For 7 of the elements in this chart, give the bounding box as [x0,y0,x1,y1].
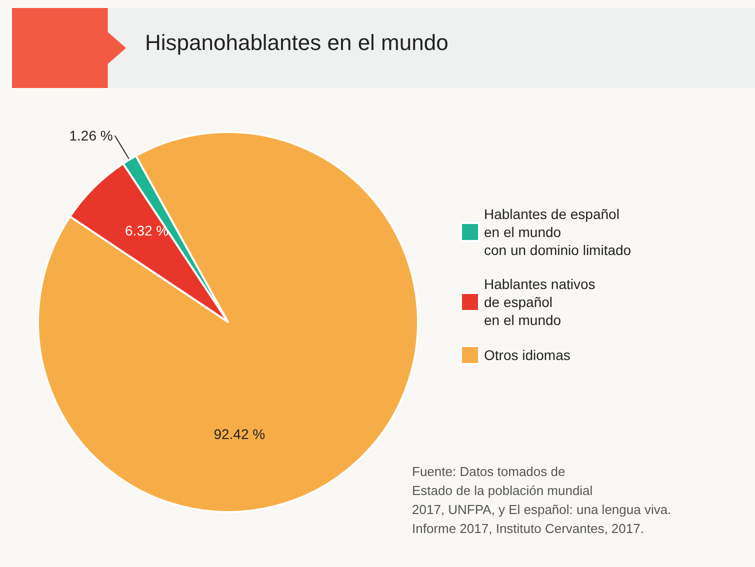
data-label: 92.42 % [214,426,266,442]
legend-label: Hablantes de español en el mundo con un dominio limitado [484,206,632,258]
legend-label: Otros idiomas [484,347,570,363]
data-label: 1.26 % [69,128,113,144]
chart-title: Hispanohablantes en el mundo [145,30,448,56]
legend-label: Hablantes nativos de español en el mundo [484,276,596,328]
source-note: Fuente: Datos tomados de Estado de la población mundial 2017, UNFPA, y El español: una lengua viva. Informe 2017, Instituto Cervantes, 2017. [412,464,672,536]
